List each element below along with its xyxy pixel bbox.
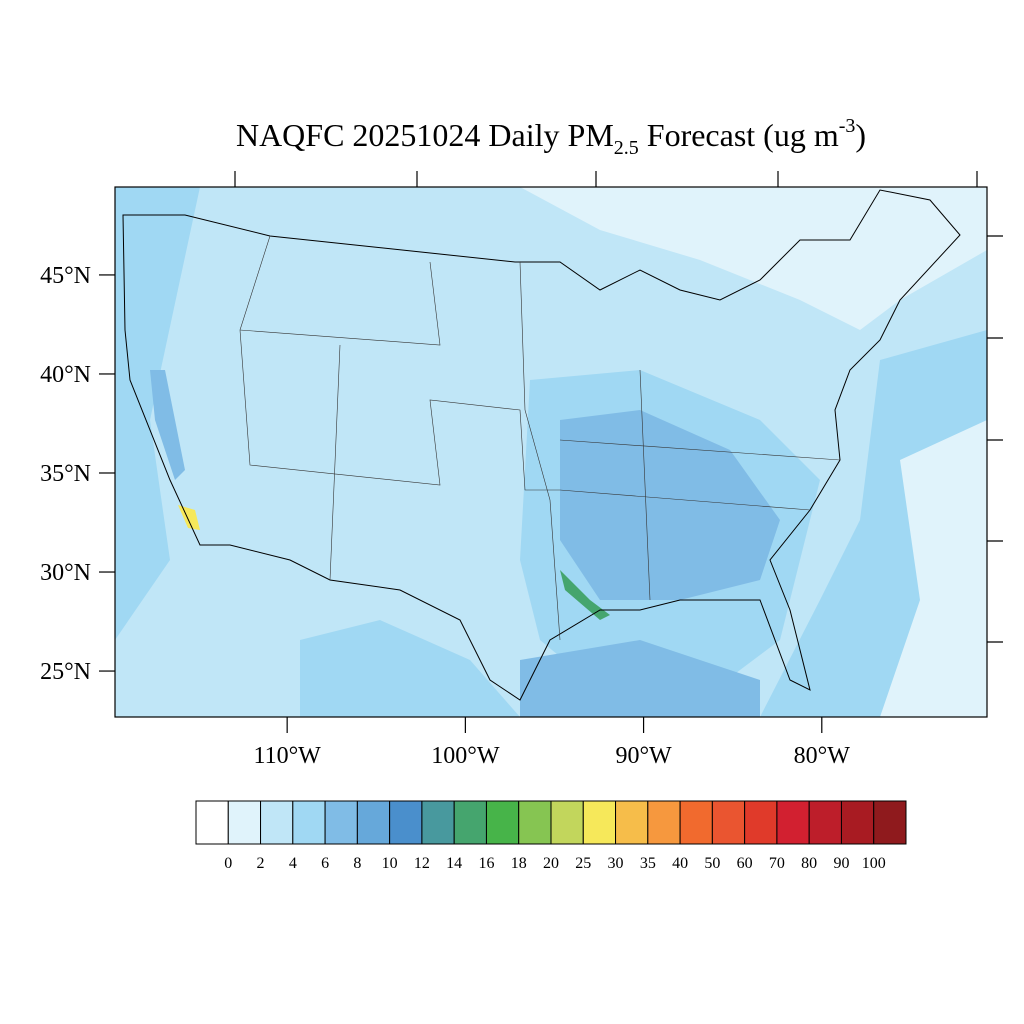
colorbar-box — [227, 800, 262, 845]
field-tx — [560, 570, 610, 620]
colorbar-box — [195, 800, 229, 845]
y-tick-label: 30°N — [40, 560, 91, 586]
colorbar-box — [292, 800, 326, 845]
colorbar-label: 80 — [801, 855, 817, 872]
colorbar-box — [744, 800, 778, 845]
colorbar-box — [421, 800, 455, 845]
title-sup: -3 — [839, 115, 856, 137]
map-field — [114, 171, 1003, 718]
colorbar-box — [679, 800, 713, 845]
colorbar-box — [453, 800, 487, 845]
colorbar-label: 6 — [321, 855, 329, 872]
colorbar-label: 18 — [511, 855, 527, 872]
colorbar-label: 2 — [257, 855, 265, 872]
colorbar-box — [647, 800, 681, 845]
colorbar-label: 10 — [382, 855, 398, 872]
colorbar-box — [324, 800, 358, 845]
field-west — [115, 187, 200, 640]
field-mx — [300, 620, 520, 717]
x-tick-label: 110°W — [253, 743, 321, 769]
colorbar-label: 16 — [478, 855, 494, 872]
colorbar-box — [615, 800, 649, 845]
colorbar-box — [873, 800, 907, 845]
x-tick-label: 100°W — [431, 743, 500, 769]
field-low — [520, 187, 987, 330]
field-ca — [150, 370, 185, 480]
colorbar-label: 12 — [414, 855, 430, 872]
colorbar-box — [260, 800, 294, 845]
title-main: NAQFC 20251024 Daily PM — [236, 117, 614, 153]
title-middle: Forecast (ug m — [639, 117, 839, 153]
colorbar-box — [840, 800, 875, 845]
colorbar-box — [776, 800, 810, 845]
colorbar-label: 4 — [289, 855, 297, 872]
y-tick-label: 40°N — [40, 362, 91, 388]
colorbar-label: 100 — [862, 855, 886, 872]
colorbar-label: 70 — [769, 855, 785, 872]
field-east-high — [560, 410, 780, 600]
colorbar-label: 25 — [575, 855, 591, 872]
colorbar-box — [711, 800, 746, 845]
y-tick-label: 45°N — [40, 263, 91, 289]
colorbar-box — [808, 800, 842, 845]
us-outline — [122, 189, 961, 701]
state-lines — [239, 235, 841, 641]
colorbar-label: 30 — [608, 855, 624, 872]
colorbar: 0 2 4 6 8 10 12 14 16 18 20 25 30 35 40 50 60 70 80 90 100 — [195, 800, 907, 872]
colorbar-label: 90 — [833, 855, 849, 872]
colorbar-label: 60 — [737, 855, 753, 872]
y-tick-label: 35°N — [40, 461, 91, 487]
colorbar-label: 14 — [446, 855, 462, 872]
colorbar-label: 8 — [353, 855, 361, 872]
colorbar-label: 35 — [640, 855, 656, 872]
title-sub: 2.5 — [614, 137, 639, 159]
y-tick-label: 25°N — [40, 659, 91, 685]
x-tick-label: 90°W — [615, 743, 672, 769]
colorbar-label: 40 — [672, 855, 688, 872]
colorbar-label: 50 — [704, 855, 720, 872]
colorbar-box — [518, 800, 552, 845]
field-ocean-low — [880, 420, 987, 717]
title: NAQFC 20251024 Daily PM2.5 Forecast (ug … — [236, 115, 866, 159]
map-frame-ticks — [234, 171, 1003, 643]
title-end: ) — [855, 117, 866, 153]
colorbar-label: 20 — [543, 855, 559, 872]
colorbar-label: 0 — [224, 855, 232, 872]
x-tick-label: 80°W — [794, 743, 851, 769]
colorbar-box — [356, 800, 391, 845]
colorbar-box — [582, 800, 617, 845]
colorbar-box — [550, 800, 584, 845]
map-frame — [114, 186, 988, 718]
field-la — [178, 505, 200, 530]
colorbar-box — [485, 800, 520, 845]
axes: 45°N 40°N 35°N 30°N 25°N 110°W 100°W 90°W 80°W — [40, 263, 850, 769]
field-gulf — [520, 640, 760, 717]
colorbar-box — [389, 800, 423, 845]
